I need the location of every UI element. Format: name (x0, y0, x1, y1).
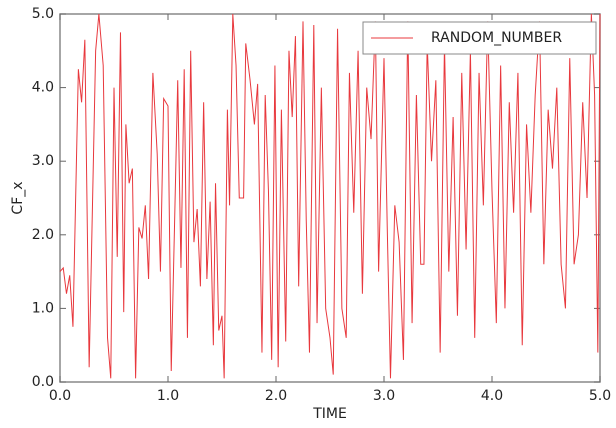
y-axis-label: CF_x (10, 181, 26, 214)
x-tick-label: 4.0 (481, 388, 503, 404)
x-tick-label: 3.0 (373, 388, 395, 404)
legend-label: RANDOM_NUMBER (431, 30, 562, 46)
x-tick-label: 1.0 (157, 388, 179, 404)
data-line (59, 13, 601, 379)
y-tick-label: 4.0 (32, 80, 54, 96)
x-tick-label: 0.0 (49, 388, 71, 404)
x-tick-label: 2.0 (265, 388, 287, 404)
y-tick-label: 1.0 (32, 300, 54, 316)
x-tick-label: 5.0 (589, 388, 611, 404)
y-tick-label: 5.0 (32, 6, 54, 22)
y-tick-label: 3.0 (32, 153, 54, 169)
x-axis-label: TIME (312, 406, 347, 422)
y-tick-label: 0.0 (32, 374, 54, 390)
plot-frame (59, 13, 601, 383)
y-tick-label: 2.0 (32, 227, 54, 243)
